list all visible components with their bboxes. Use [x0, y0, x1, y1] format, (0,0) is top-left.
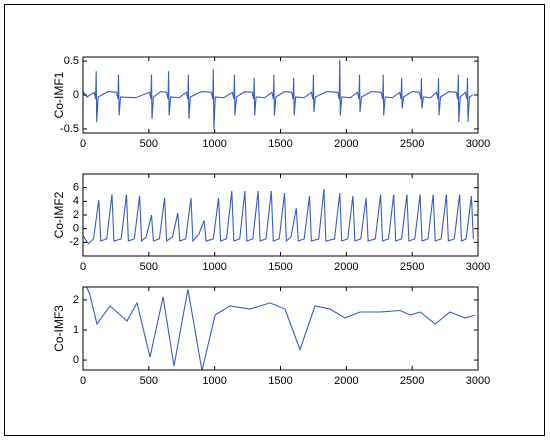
y-tick-label: 4: [73, 195, 79, 207]
y-tick-label: 6: [73, 182, 79, 194]
axes-background: [83, 57, 478, 133]
x-tick-label: 2500: [400, 261, 424, 273]
y-tick-label: -0.5: [60, 123, 79, 135]
x-tick-label: 1500: [268, 375, 292, 387]
x-tick-label: 500: [140, 138, 158, 150]
x-tick-label: 2000: [334, 375, 358, 387]
x-tick-label: 2500: [400, 138, 424, 150]
y-axis-label: Co-IMF3: [52, 305, 66, 352]
x-tick-label: 3000: [466, 375, 490, 387]
x-tick-label: 0: [80, 375, 86, 387]
x-tick-label: 0: [80, 138, 86, 150]
x-tick-label: 0: [80, 261, 86, 273]
signal-line: [83, 59, 473, 129]
x-tick-label: 500: [140, 261, 158, 273]
x-tick-label: 3000: [466, 261, 490, 273]
x-tick-label: 1500: [268, 138, 292, 150]
x-tick-label: 3000: [466, 138, 490, 150]
signal-line: [85, 287, 476, 370]
y-tick-label: 1: [73, 324, 79, 336]
x-tick-label: 2500: [400, 375, 424, 387]
x-tick-label: 2000: [334, 261, 358, 273]
y-tick-label: 2: [73, 294, 79, 306]
x-tick-label: 2000: [334, 138, 358, 150]
x-tick-label: 1000: [202, 261, 226, 273]
axes-background: [83, 174, 478, 256]
y-axis-label: Co-IMF1: [52, 71, 66, 118]
signal-line: [83, 188, 474, 245]
y-tick-label: -2: [69, 236, 79, 248]
y-axis-label: Co-IMF2: [52, 191, 66, 238]
y-tick-label: 0.5: [64, 55, 79, 67]
y-tick-label: 0: [73, 89, 79, 101]
y-tick-label: 0: [73, 223, 79, 235]
y-tick-label: 2: [73, 209, 79, 221]
axes-background: [83, 287, 478, 370]
y-tick-label: 0: [73, 354, 79, 366]
x-tick-label: 1000: [202, 375, 226, 387]
x-tick-label: 1500: [268, 261, 292, 273]
x-tick-label: 500: [140, 375, 158, 387]
x-tick-label: 1000: [202, 138, 226, 150]
